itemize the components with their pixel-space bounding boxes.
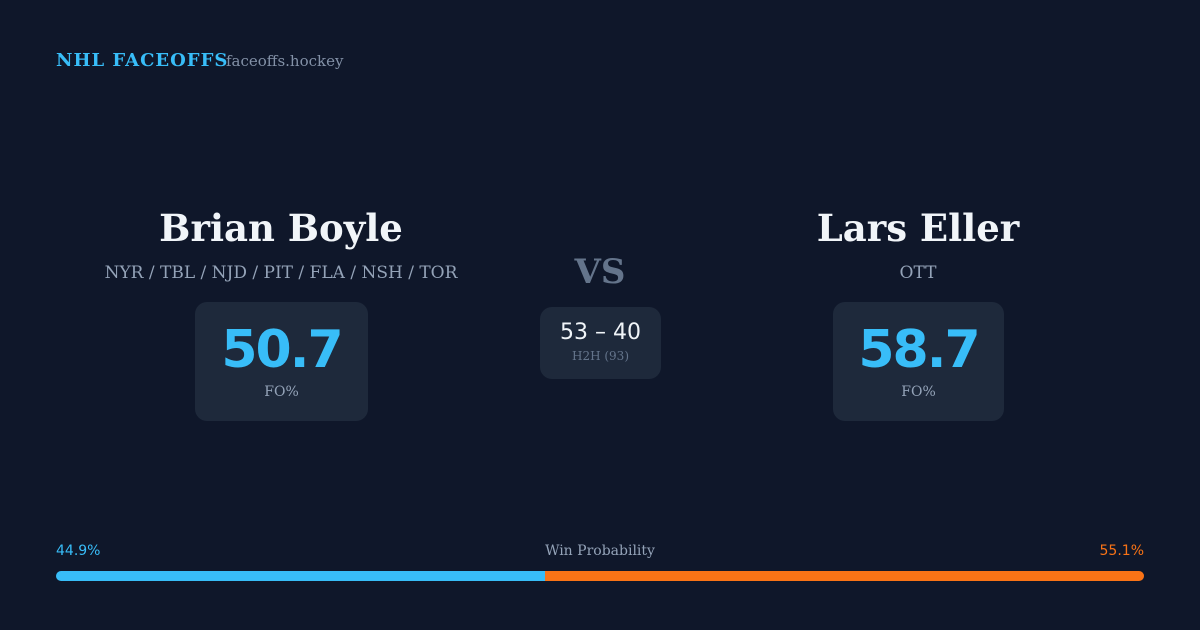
h2h-card: 53 – 40 H2H (93) — [540, 307, 661, 379]
probability-title: Win Probability — [545, 543, 655, 559]
left-probability: 44.9% — [56, 543, 101, 559]
fo-label: FO% — [901, 384, 936, 400]
probability-segment — [56, 571, 545, 581]
fo-card: 50.7 FO% — [195, 302, 368, 421]
site: faceoffs.hockey — [226, 52, 344, 70]
fo-value: 58.7 — [858, 320, 980, 380]
right-probability: 55.1% — [1099, 543, 1144, 559]
vs: VS — [574, 252, 626, 292]
h2h-score: 53 – 40 — [560, 320, 641, 345]
probability-bar — [56, 571, 1144, 581]
fo-value: 50.7 — [221, 320, 343, 380]
fo-label: FO% — [264, 384, 299, 400]
fo-card: 58.7 FO% — [833, 302, 1004, 421]
player-name: Lars Eller — [816, 206, 1020, 250]
h2h-label: H2H (93) — [571, 349, 629, 363]
player-teams: NYR / TBL / NJD / PIT / FLA / NSH / TOR — [104, 263, 458, 283]
probability-segment — [544, 571, 1144, 581]
player-name: Brian Boyle — [159, 206, 403, 250]
player-teams: OTT — [899, 263, 937, 283]
brand: NHL FACEOFFS — [56, 50, 229, 71]
